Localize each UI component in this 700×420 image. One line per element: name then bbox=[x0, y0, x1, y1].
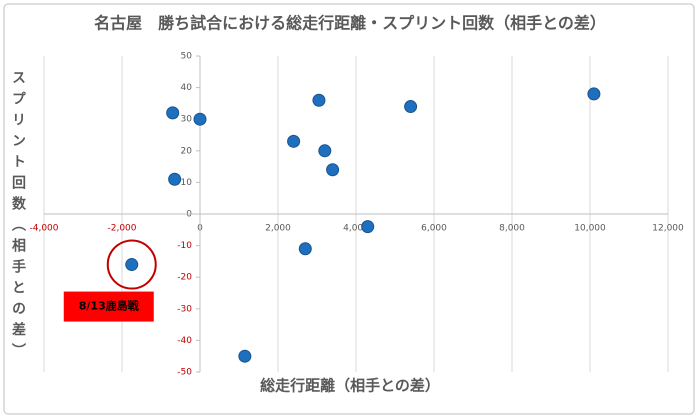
x-tick-label: 4,000 bbox=[343, 224, 369, 234]
data-point bbox=[125, 258, 139, 272]
y-tick-label: 30 bbox=[181, 115, 193, 125]
x-tick-label: -4,000 bbox=[29, 224, 58, 234]
y-tick-label: 20 bbox=[181, 146, 193, 156]
chart-title: 名古屋 勝ち試合における総走行距離・スプリント回数（相手との差） bbox=[94, 14, 606, 33]
y-tick-label: 10 bbox=[181, 178, 193, 188]
x-tick-label: 6,000 bbox=[421, 224, 447, 234]
x-tick-label: 2,000 bbox=[265, 224, 291, 234]
data-point bbox=[318, 144, 332, 158]
x-tick-label: -2,000 bbox=[107, 224, 136, 234]
data-point bbox=[326, 163, 340, 177]
x-axis-label: 総走行距離（相手との差） bbox=[260, 377, 440, 395]
y-tick-label: -50 bbox=[177, 368, 192, 378]
data-point bbox=[193, 112, 207, 126]
x-tick-label: 12,000 bbox=[652, 224, 684, 234]
data-point bbox=[404, 100, 418, 114]
data-point bbox=[166, 106, 180, 120]
data-point bbox=[312, 93, 326, 107]
highlight-ring bbox=[106, 239, 157, 290]
y-tick-label: 50 bbox=[181, 52, 193, 62]
y-tick-label: -20 bbox=[177, 273, 192, 283]
frame bbox=[3, 3, 695, 415]
y-tick-label: -10 bbox=[177, 241, 192, 251]
y-tick-label: -30 bbox=[177, 304, 192, 314]
data-point bbox=[287, 134, 301, 148]
x-tick-label: 10,000 bbox=[574, 224, 606, 234]
data-point bbox=[168, 172, 182, 186]
y-axis-label: スプリント回数（相手との差） bbox=[10, 70, 27, 364]
data-point bbox=[587, 87, 601, 101]
data-point bbox=[238, 349, 252, 363]
x-tick-label: 8,000 bbox=[499, 224, 525, 234]
plot-area: -4,000-2,00002,0004,0006,0008,00010,0001… bbox=[29, 52, 684, 378]
annotation-label: 8/13鹿島戦 bbox=[79, 299, 140, 313]
annotation-box bbox=[63, 291, 154, 322]
y-tick-label: -40 bbox=[177, 336, 192, 346]
data-point bbox=[361, 220, 375, 234]
data-point bbox=[298, 242, 312, 256]
y-tick-label: 40 bbox=[181, 83, 193, 93]
